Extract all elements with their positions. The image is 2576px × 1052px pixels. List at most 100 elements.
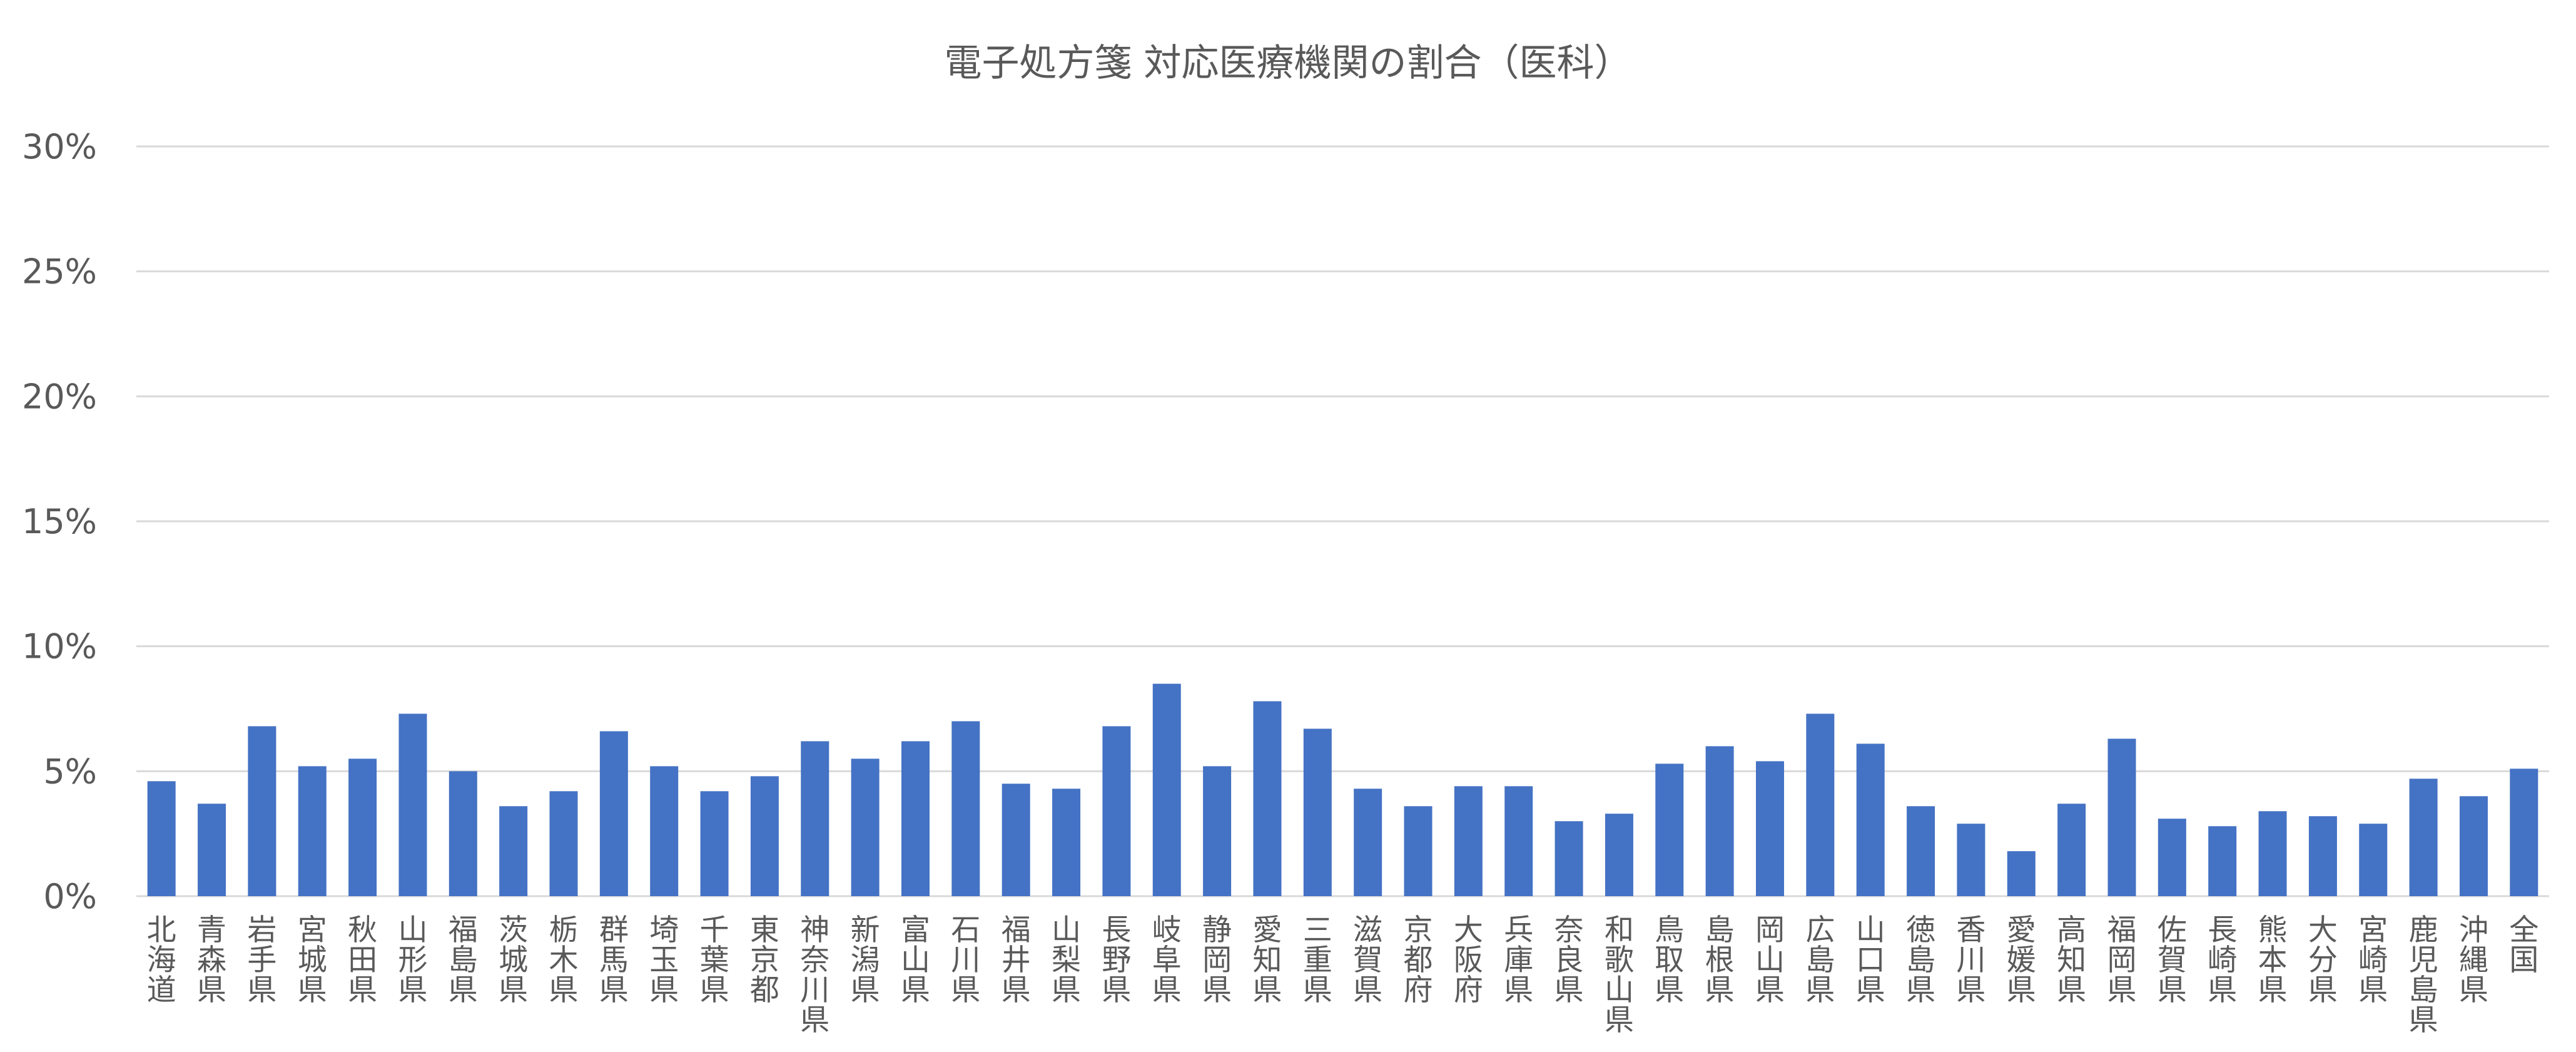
x-axis-tick-labels: 北海道青森県岩手県宮城県秋田県山形県福島県茨城県栃木県群馬県埼玉県千葉県東京都神… <box>147 913 2539 1038</box>
x-tick-label: 島根県 <box>1705 913 1735 1008</box>
x-tick-label: 広島県 <box>1805 913 1835 1008</box>
x-tick-label: 大分県 <box>2308 913 2338 1008</box>
bar <box>147 781 176 896</box>
x-tick-label: 新潟県 <box>851 913 880 1008</box>
x-tick-label: 石川県 <box>951 913 980 1008</box>
bar <box>1605 814 1633 896</box>
x-tick-label: 全国 <box>2509 913 2538 978</box>
x-tick-label: 高知県 <box>2057 913 2086 1008</box>
x-tick-label: 兵庫県 <box>1504 913 1533 1008</box>
x-tick-label: 岩手県 <box>247 913 276 1008</box>
bar <box>1052 789 1081 896</box>
bar <box>1806 713 1835 896</box>
x-tick-label: 福岡県 <box>2107 913 2136 1008</box>
bar <box>599 731 628 896</box>
bar <box>901 741 930 896</box>
x-tick-label: 福島県 <box>449 913 478 1008</box>
bar <box>2409 779 2438 896</box>
x-tick-label: 群馬県 <box>599 913 629 1008</box>
bar <box>1102 726 1131 896</box>
bar <box>1756 761 1785 896</box>
x-tick-label: 神奈川県 <box>800 913 829 1038</box>
bar <box>248 726 276 896</box>
x-tick-label: 鳥取県 <box>1655 913 1684 1008</box>
bar <box>2308 816 2337 896</box>
x-tick-label: 岡山県 <box>1755 913 1785 1008</box>
bar <box>1203 766 1232 896</box>
x-tick-label: 栃木県 <box>549 913 579 1008</box>
bar <box>2107 738 2136 896</box>
bar <box>549 791 578 896</box>
bar <box>1001 784 1030 896</box>
x-tick-label: 三重県 <box>1303 913 1332 1008</box>
x-tick-label: 北海道 <box>147 913 176 1008</box>
bar <box>801 741 829 896</box>
x-tick-label: 山口県 <box>1856 913 1885 1008</box>
bar <box>1354 789 1382 896</box>
bar <box>198 804 226 896</box>
bar <box>2208 826 2237 896</box>
x-tick-label: 愛知県 <box>1252 913 1282 1008</box>
bar <box>1404 806 1433 896</box>
bar <box>1655 763 1684 896</box>
bar <box>1454 786 1483 896</box>
x-tick-label: 富山県 <box>901 913 930 1008</box>
y-tick-label: 0% <box>43 877 97 916</box>
y-tick-label: 15% <box>22 502 97 541</box>
bar <box>1152 683 1181 896</box>
x-tick-label: 長野県 <box>1102 913 1131 1008</box>
x-tick-label: 香川県 <box>1956 913 1985 1008</box>
bar <box>1504 786 1533 896</box>
y-tick-label: 10% <box>22 627 97 666</box>
y-tick-label: 20% <box>22 377 97 416</box>
x-tick-label: 熊本県 <box>2258 913 2288 1008</box>
bar <box>2007 851 2036 896</box>
x-tick-label: 福井県 <box>1001 913 1031 1008</box>
x-tick-label: 岐阜県 <box>1152 913 1182 1008</box>
bar <box>348 758 377 896</box>
gridlines <box>136 145 2549 897</box>
bar <box>851 758 880 896</box>
y-tick-label: 30% <box>22 127 97 166</box>
x-tick-label: 宮城県 <box>298 913 327 1008</box>
bar <box>2510 769 2538 896</box>
x-tick-label: 東京都 <box>750 913 779 1008</box>
bar <box>1907 806 1935 896</box>
x-tick-label: 徳島県 <box>1906 913 1935 1008</box>
x-tick-label: 大阪府 <box>1454 913 1483 1008</box>
bar <box>2359 824 2388 896</box>
x-tick-label: 滋賀県 <box>1353 913 1382 1008</box>
chart-title: 電子処方箋 対応医療機関の割合（医科） <box>944 41 1632 85</box>
x-tick-label: 静岡県 <box>1202 913 1232 1008</box>
bar <box>2158 819 2186 896</box>
bar <box>650 766 679 896</box>
bar <box>2057 804 2086 896</box>
x-tick-label: 長崎県 <box>2208 913 2237 1008</box>
bar <box>298 766 327 896</box>
x-tick-label: 京都府 <box>1404 913 1433 1008</box>
bar <box>700 791 729 896</box>
x-tick-label: 埼玉県 <box>649 913 679 1008</box>
bar <box>2258 811 2287 896</box>
x-tick-label: 沖縄県 <box>2459 913 2488 1008</box>
bar <box>2459 796 2488 896</box>
x-tick-label: 千葉県 <box>700 913 729 1008</box>
bar <box>1253 701 1282 896</box>
y-tick-label: 5% <box>43 752 97 791</box>
bar <box>1705 746 1734 896</box>
bar <box>750 776 779 896</box>
bar <box>1554 821 1583 896</box>
bar <box>499 806 528 896</box>
x-tick-label: 宮崎県 <box>2358 913 2388 1008</box>
bar <box>951 721 980 896</box>
y-axis-tick-labels: 0% 5% 10% 15% 20% 25% 30% <box>22 127 97 916</box>
x-tick-label: 鹿児島県 <box>2409 913 2438 1038</box>
x-tick-label: 茨城県 <box>499 913 528 1008</box>
bars <box>147 683 2538 896</box>
bar <box>1856 743 1885 896</box>
x-tick-label: 愛媛県 <box>2007 913 2036 1008</box>
x-tick-label: 山梨県 <box>1052 913 1081 1008</box>
x-tick-label: 山形県 <box>398 913 427 1008</box>
